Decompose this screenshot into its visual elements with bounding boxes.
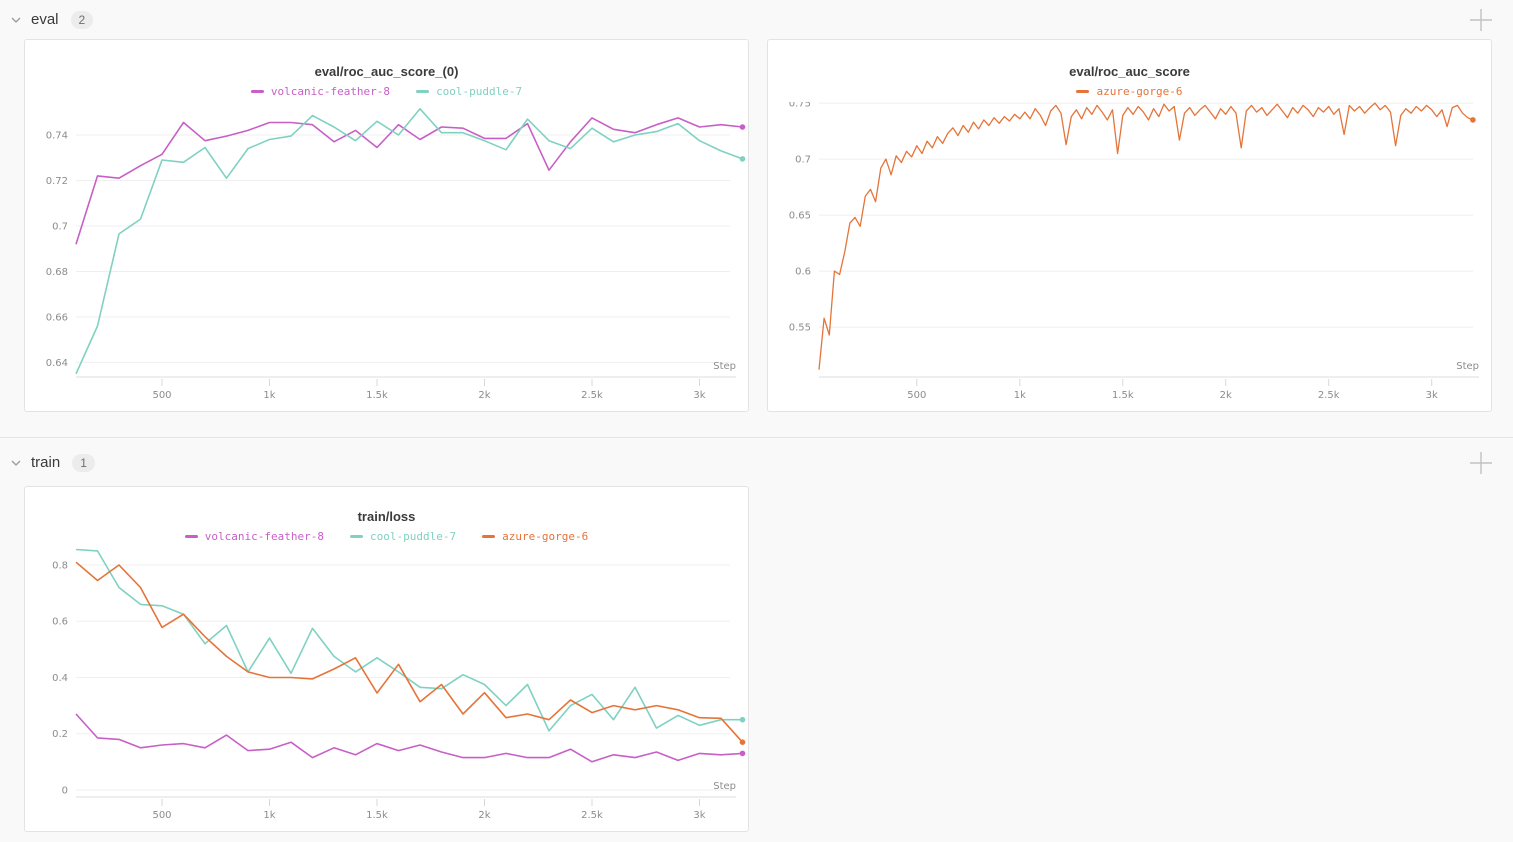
legend-item: volcanic-feather-8 [250, 84, 391, 98]
svg-text:500: 500 [907, 390, 926, 401]
chart-panel[interactable]: train/loss volcanic-feather-8 cool-puddle… [24, 486, 749, 832]
chart-plot[interactable]: 0 0.2 0.4 0.6 0.8 500 1k 1.5k 2k 2.5k 3k Step [25, 547, 750, 824]
chart-panel[interactable]: eval/roc_auc_score_(0) volcanic-feather-… [24, 39, 749, 412]
legend-swatch-icon [1076, 89, 1090, 93]
add-panel-button[interactable] [1467, 449, 1495, 477]
chart-legend: volcanic-feather-8 cool-puddle-7 [25, 84, 748, 98]
section-header: train 1 [0, 438, 1513, 486]
panel-count-badge: 2 [70, 10, 94, 29]
svg-text:0.6: 0.6 [795, 267, 811, 278]
svg-text:0.7: 0.7 [52, 222, 68, 233]
panel-count-badge: 1 [72, 453, 95, 472]
svg-text:500: 500 [152, 810, 171, 821]
legend-run-name: cool-puddle-7 [370, 529, 457, 543]
svg-text:2.5k: 2.5k [581, 810, 603, 821]
svg-text:2.5k: 2.5k [1318, 390, 1340, 401]
legend-item: azure-gorge-6 [482, 530, 588, 543]
legend-item: volcanic-feather-8 [184, 529, 325, 543]
svg-text:Step: Step [713, 361, 736, 372]
svg-text:3k: 3k [693, 810, 705, 821]
legend-item: cool-puddle-7 [350, 530, 456, 543]
legend-run-name: azure-gorge-6 [502, 529, 589, 543]
svg-text:0: 0 [62, 786, 68, 797]
chart-title: train/loss [357, 509, 416, 524]
legend-swatch-icon [416, 89, 430, 93]
section-title[interactable]: eval [31, 11, 59, 28]
legend-swatch-icon [250, 89, 264, 93]
svg-text:0.4: 0.4 [52, 673, 68, 684]
svg-text:2k: 2k [478, 810, 490, 821]
chart-title: eval/roc_auc_score_(0) [314, 64, 459, 79]
svg-text:0.68: 0.68 [46, 267, 68, 278]
svg-text:3k: 3k [693, 390, 705, 401]
legend-run-name: volcanic-feather-8 [270, 84, 391, 98]
chart-legend: volcanic-feather-8 cool-puddle-7 azure-gor… [25, 529, 748, 543]
svg-text:0.74: 0.74 [46, 131, 68, 142]
legend-run-name: cool-puddle-7 [436, 84, 523, 98]
svg-text:1.5k: 1.5k [1112, 390, 1134, 401]
svg-text:3k: 3k [1426, 390, 1438, 401]
legend-swatch-icon [350, 534, 364, 538]
svg-text:0.64: 0.64 [46, 358, 68, 369]
chevron-down-icon[interactable] [10, 13, 24, 27]
chart-plot[interactable]: 0.55 0.6 0.65 0.7 0.75 500 1k 1.5k 2k 2.5k 3k Step [768, 102, 1493, 404]
svg-text:1k: 1k [263, 390, 275, 401]
svg-text:0.66: 0.66 [46, 313, 68, 324]
chart-panel[interactable]: eval/roc_auc_score azure-gorge-6 0.55 0.6… [767, 39, 1492, 412]
legend-swatch-icon [482, 534, 496, 538]
svg-text:0.2: 0.2 [52, 729, 68, 740]
svg-text:0.8: 0.8 [52, 561, 68, 572]
legend-swatch-icon [184, 534, 198, 538]
svg-text:1.5k: 1.5k [366, 810, 388, 821]
chart-title: eval/roc_auc_score [1069, 64, 1190, 79]
svg-text:500: 500 [152, 390, 171, 401]
svg-text:2.5k: 2.5k [581, 390, 603, 401]
legend-run-name: volcanic-feather-8 [204, 529, 325, 543]
svg-text:2k: 2k [478, 390, 490, 401]
section-title[interactable]: train [31, 454, 61, 471]
add-panel-button[interactable] [1467, 6, 1495, 34]
svg-text:1k: 1k [263, 810, 275, 821]
panel-row: eval/roc_auc_score_(0) volcanic-feather-… [0, 39, 1513, 412]
section-header: eval 2 [0, 0, 1513, 39]
svg-text:Step: Step [1456, 361, 1479, 372]
chevron-down-icon[interactable] [10, 456, 24, 470]
legend-item: cool-puddle-7 [416, 85, 522, 98]
svg-text:0.75: 0.75 [789, 102, 811, 110]
svg-text:0.72: 0.72 [46, 176, 68, 187]
legend-run-name: azure-gorge-6 [1096, 84, 1183, 98]
svg-text:Step: Step [713, 781, 736, 792]
svg-text:0.7: 0.7 [795, 155, 811, 166]
section-train: train 1 train/loss volcanic-feather-8 coo… [0, 438, 1513, 832]
svg-text:0.55: 0.55 [789, 323, 811, 334]
legend-item: azure-gorge-6 [1076, 84, 1183, 98]
section-divider [0, 437, 1513, 438]
section-eval: eval 2 eval/roc_auc_score_(0) volcanic-f… [0, 0, 1513, 412]
svg-text:0.6: 0.6 [52, 617, 68, 628]
chart-legend: azure-gorge-6 [768, 84, 1491, 98]
chart-plot[interactable]: 0.64 0.66 0.68 0.7 0.72 0.74 500 1k 1.5k 2k 2.5k 3k… [25, 102, 750, 404]
panel-row: train/loss volcanic-feather-8 cool-puddle… [0, 486, 1513, 832]
svg-text:2k: 2k [1220, 390, 1232, 401]
svg-text:1k: 1k [1014, 390, 1026, 401]
svg-text:0.65: 0.65 [789, 211, 811, 222]
svg-text:1.5k: 1.5k [366, 390, 388, 401]
